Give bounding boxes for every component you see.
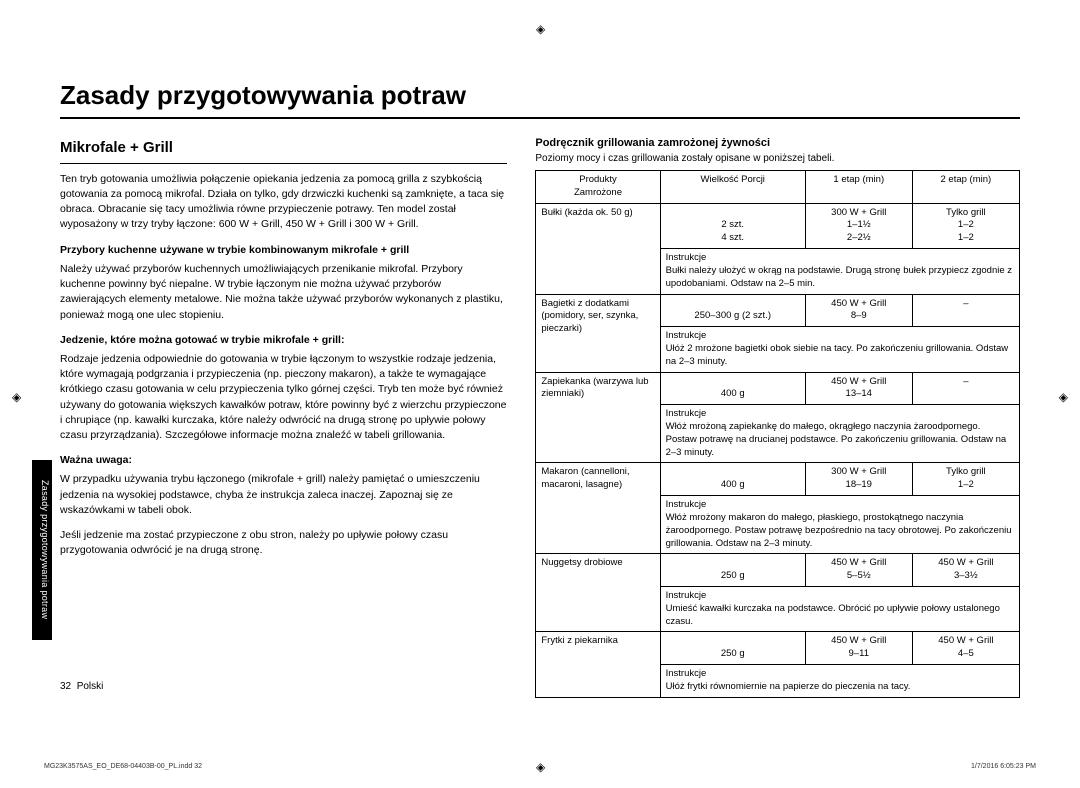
stage1-cell: 450 W + Grill13–14: [805, 372, 912, 405]
th-stage2: 2 etap (min): [912, 171, 1019, 204]
product-cell: Makaron (cannelloni, macaroni, lasagne): [536, 463, 660, 554]
grilling-table: Produkty Zamrożone Wielkość Porcji 1 eta…: [535, 170, 1020, 698]
print-timestamp: 1/7/2016 6:05:23 PM: [971, 763, 1036, 770]
product-cell: Bagietki z dodatkami (pomidory, ser, szy…: [536, 294, 660, 372]
utensils-text: Należy używać przyborów kuchennych umożl…: [60, 262, 507, 323]
right-column: Podręcznik grillowania zamrożonej żywnoś…: [535, 137, 1020, 698]
portion-cell: 400 g: [660, 463, 805, 496]
product-cell: Zapiekanka (warzywa lub ziemniaki): [536, 372, 660, 463]
note-text-2: Jeśli jedzenie ma zostać przypieczone z …: [60, 528, 507, 558]
instruction-cell: InstrukcjeWłóż mrożoną zapiekankę do mał…: [660, 405, 1019, 463]
instruction-cell: InstrukcjeUłóż frytki równomiernie na pa…: [660, 665, 1019, 698]
page-footer: 32 Polski: [60, 681, 103, 692]
stage2-cell: Tylko grill1–2: [912, 463, 1019, 496]
crop-mark: ◈: [536, 760, 545, 774]
two-col-layout: Mikrofale + Grill Ten tryb gotowania umo…: [60, 137, 1020, 698]
stage2-cell: –: [912, 372, 1019, 405]
th-portion: Wielkość Porcji: [660, 171, 805, 204]
page-number: 32: [60, 681, 71, 692]
section-rule: [60, 163, 507, 164]
stage1-cell: 450 W + Grill8–9: [805, 294, 912, 327]
portion-cell: 250 g: [660, 554, 805, 587]
page-title: Zasady przygotowywania potraw: [60, 80, 1020, 111]
stage2-cell: Tylko grill1–21–2: [912, 203, 1019, 248]
food-heading: Jedzenie, które można gotować w trybie m…: [60, 333, 507, 348]
product-cell: Nuggetsy drobiowe: [536, 554, 660, 632]
th-line2: Zamrożone: [574, 187, 622, 198]
stage1-cell: 300 W + Grill18–19: [805, 463, 912, 496]
stage2-cell: 450 W + Grill3–3½: [912, 554, 1019, 587]
portion-cell: 400 g: [660, 372, 805, 405]
print-filename: MG23K3575AS_EO_DE68-04403B-00_PL.indd 32: [44, 763, 202, 770]
page-lang: Polski: [77, 681, 104, 692]
page-content: Zasady przygotowywania potraw Mikrofale …: [0, 0, 1080, 738]
instruction-cell: InstrukcjeWłóż mrożony makaron do małego…: [660, 496, 1019, 554]
portion-cell: 2 szt.4 szt.: [660, 203, 805, 248]
note-text-1: W przypadku używania trybu łączonego (mi…: [60, 472, 507, 518]
table-intro: Poziomy mocy i czas grillowania zostały …: [535, 153, 1020, 164]
instruction-cell: InstrukcjeUmieść kawałki kurczaka na pod…: [660, 586, 1019, 631]
stage1-cell: 450 W + Grill9–11: [805, 632, 912, 665]
th-products: Produkty Zamrożone: [536, 171, 660, 204]
food-text: Rodzaje jedzenia odpowiednie do gotowani…: [60, 352, 507, 443]
stage1-cell: 300 W + Grill1–1½2–2½: [805, 203, 912, 248]
title-rule: [60, 117, 1020, 119]
stage1-cell: 450 W + Grill5–5½: [805, 554, 912, 587]
th-stage1: 1 etap (min): [805, 171, 912, 204]
table-heading: Podręcznik grillowania zamrożonej żywnoś…: [535, 137, 1020, 149]
stage2-cell: –: [912, 294, 1019, 327]
portion-cell: 250–300 g (2 szt.): [660, 294, 805, 327]
instruction-cell: InstrukcjeUłóż 2 mrożone bagietki obok s…: [660, 327, 1019, 372]
utensils-heading: Przybory kuchenne używane w trybie kombi…: [60, 243, 507, 258]
product-cell: Frytki z piekarnika: [536, 632, 660, 697]
instruction-cell: InstrukcjeBułki należy ułożyć w okrąg na…: [660, 249, 1019, 294]
left-column: Mikrofale + Grill Ten tryb gotowania umo…: [60, 137, 507, 698]
intro-text: Ten tryb gotowania umożliwia połączenie …: [60, 172, 507, 233]
product-cell: Bułki (każda ok. 50 g): [536, 203, 660, 294]
stage2-cell: 450 W + Grill4–5: [912, 632, 1019, 665]
th-line1: Produkty: [579, 174, 617, 185]
portion-cell: 250 g: [660, 632, 805, 665]
note-heading: Ważna uwaga:: [60, 453, 507, 468]
section-heading: Mikrofale + Grill: [60, 137, 507, 159]
